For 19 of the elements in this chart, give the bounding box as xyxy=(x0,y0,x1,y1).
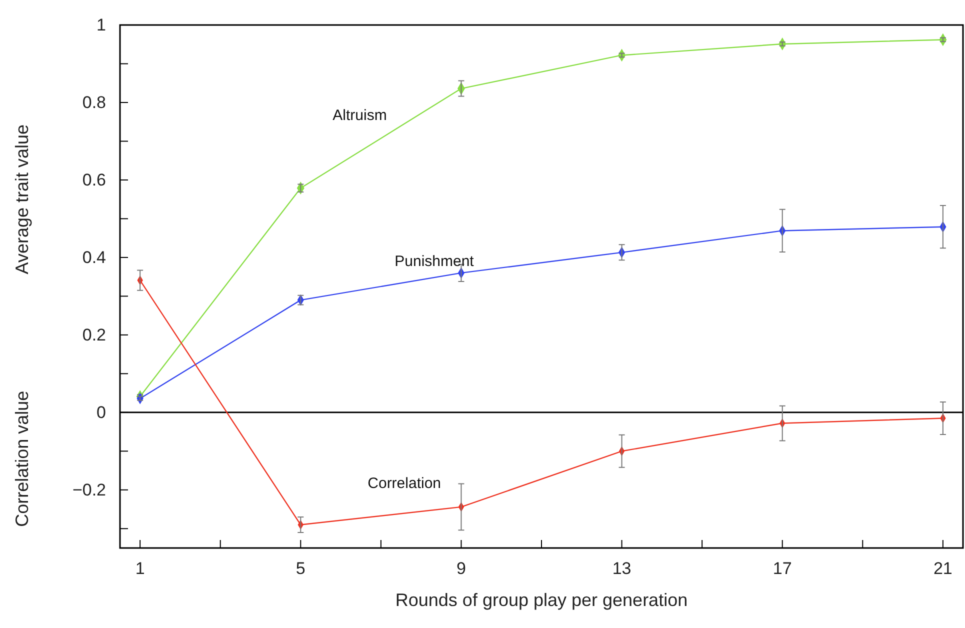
x-tick-label: 1 xyxy=(135,559,145,578)
x-tick-label: 17 xyxy=(772,559,792,578)
text: Correlation value xyxy=(12,390,32,527)
y-axis-title: Average trait value xyxy=(12,124,32,274)
x-axis-title: Rounds of group play per generation xyxy=(395,590,688,610)
series-label: Altruism xyxy=(332,107,387,124)
y-tick-label: 0.6 xyxy=(82,170,106,190)
series-label: Punishment xyxy=(394,253,475,270)
y-tick-label: 0.4 xyxy=(82,248,106,267)
y-tick-label: 1 xyxy=(96,15,106,34)
x-tick-label: 5 xyxy=(296,559,306,578)
y-tick-label: −0.2 xyxy=(72,480,106,500)
series-label: Correlation xyxy=(368,474,442,492)
x-tick-label: 9 xyxy=(456,559,466,578)
y-tick-label: 0.2 xyxy=(82,325,106,344)
y-tick-label: 0 xyxy=(96,402,106,422)
y-tick-label: 0.8 xyxy=(82,92,106,112)
x-tick-label: 13 xyxy=(612,559,632,578)
x-tick-label: 21 xyxy=(933,559,952,578)
